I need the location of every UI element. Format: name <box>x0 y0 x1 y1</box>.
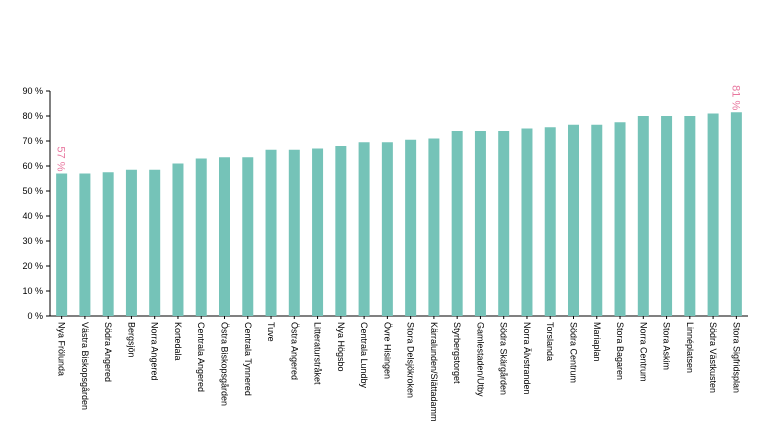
bar <box>730 112 742 316</box>
x-tick-label: Kärralunden/Slättadamm <box>429 322 439 422</box>
bar <box>568 124 579 316</box>
y-tick-label: 80 % <box>22 111 43 121</box>
y-tick-label: 60 % <box>22 161 43 171</box>
y-tick-label: 90 % <box>22 86 43 96</box>
x-tick-label: Stora Delsjökroken <box>406 322 416 398</box>
bar <box>172 163 184 316</box>
x-tick-label: Övre Hisingen <box>382 322 392 379</box>
x-tick-label: Centrala Angered <box>196 322 206 392</box>
bar <box>335 146 347 316</box>
x-tick-label: Norra Angered <box>150 322 160 381</box>
bar <box>707 113 719 316</box>
x-tick-label: Västra Biskopsgården <box>80 322 90 410</box>
x-tick-label: Nya Högsbo <box>336 322 346 372</box>
x-tick-label: Kortedala <box>173 322 183 361</box>
bar <box>149 169 161 316</box>
bar <box>312 148 324 316</box>
x-tick-label: Centrala Tynnered <box>243 322 253 396</box>
y-tick-label: 40 % <box>22 211 43 221</box>
x-tick-label: Torslanda <box>545 322 555 361</box>
x-tick-label: Södra Centrum <box>569 322 579 383</box>
y-tick-label: 30 % <box>22 236 43 246</box>
bar <box>591 124 603 316</box>
x-tick-label: Nya Frölunda <box>57 322 67 376</box>
x-tick-label: Mariaplan <box>592 322 602 362</box>
bar <box>544 127 556 316</box>
y-tick-label: 50 % <box>22 186 43 196</box>
x-tick-label: Centrala Lundby <box>359 322 369 389</box>
x-tick-label: Stora Bagaren <box>615 322 625 380</box>
bar <box>637 116 649 316</box>
bar <box>125 169 137 316</box>
bar <box>195 158 207 316</box>
bar <box>428 138 440 316</box>
bar <box>405 139 417 316</box>
bar <box>102 172 114 316</box>
bar <box>684 116 696 316</box>
bar <box>265 149 277 316</box>
x-tick-label: Stora Sigfridsplan <box>731 322 741 393</box>
bar <box>381 142 393 316</box>
bar <box>56 173 68 316</box>
x-tick-label: Östra Angered <box>289 322 299 380</box>
bar <box>288 149 300 316</box>
x-tick-label: Tuve <box>266 322 276 342</box>
x-tick-label: Norra Centrum <box>638 322 648 382</box>
y-tick-label: 70 % <box>22 136 43 146</box>
x-tick-label: Stora Askim <box>662 322 672 370</box>
x-tick-label: Södra Västkusten <box>708 322 718 393</box>
bar <box>79 173 91 316</box>
y-tick-label: 0 % <box>27 311 43 321</box>
data-label: 81 % <box>729 85 741 110</box>
bar <box>498 131 510 316</box>
bar <box>661 116 673 316</box>
x-tick-label: Södra Skärgården <box>499 322 509 395</box>
x-tick-label: Bergsjön <box>126 322 136 358</box>
y-tick-label: 10 % <box>22 286 43 296</box>
bar <box>242 157 254 316</box>
data-label: 57 % <box>55 146 67 171</box>
x-tick-label: Norra Älvstranden <box>522 322 532 395</box>
bar <box>358 142 370 316</box>
bar <box>451 131 463 316</box>
bar <box>614 122 626 316</box>
y-tick-label: 20 % <box>22 261 43 271</box>
bar <box>521 128 533 316</box>
x-tick-label: Linnéplatsen <box>685 322 695 373</box>
x-tick-label: Östra Biskopsgården <box>220 322 230 406</box>
x-tick-label: Litteraturstråket <box>313 322 323 385</box>
bar <box>474 131 486 316</box>
x-tick-label: Styrbergstorget <box>452 322 462 384</box>
x-tick-label: Gamlestaden/Utby <box>475 322 485 397</box>
x-tick-label: Södra Angered <box>103 322 113 382</box>
bar <box>219 157 230 316</box>
